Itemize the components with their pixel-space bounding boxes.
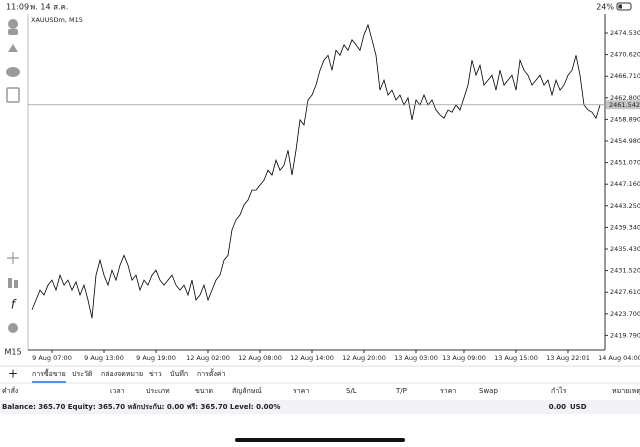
- x-tick-label: 12 Aug 20:00: [342, 354, 386, 362]
- column-header: ราคา: [440, 387, 456, 395]
- terminal-tab[interactable]: การตั้งค่า: [197, 367, 226, 378]
- terminal-tab[interactable]: การซื้อขาย: [32, 367, 66, 378]
- column-header: คำสั่ง: [2, 386, 18, 395]
- y-tick-label: 2470.620: [610, 51, 640, 59]
- trade-icon[interactable]: [8, 44, 18, 52]
- chart-type-icon[interactable]: [8, 278, 12, 288]
- price-line: [31, 23, 601, 319]
- x-tick-label: 9 Aug 13:00: [84, 354, 124, 362]
- current-price-box: [606, 100, 640, 110]
- x-tick-label: 13 Aug 15:00: [494, 354, 538, 362]
- column-header: เวลา: [110, 387, 125, 395]
- x-tick-label: 12 Aug 02:00: [186, 354, 230, 362]
- chart-type-icon-2: [14, 280, 18, 288]
- y-tick-label: 2474.530: [610, 29, 640, 37]
- left-toolbar: f: [6, 19, 20, 333]
- balance: Balance: 365.70 Equity: 365.70 หลักประกั…: [2, 403, 280, 411]
- y-tick-label: 2462.800: [610, 94, 640, 102]
- y-tick-label: 2458.890: [610, 115, 640, 123]
- x-tick-label: 9 Aug 07:00: [32, 354, 72, 362]
- battery-icon: [616, 2, 632, 11]
- indicator-icon[interactable]: f: [11, 298, 17, 312]
- column-header: สัญลักษณ์: [232, 387, 262, 395]
- terminal-tab[interactable]: ข่าว: [149, 370, 162, 378]
- currency: USD: [570, 403, 587, 411]
- crosshair-icon[interactable]: [7, 252, 19, 264]
- account-icon[interactable]: [8, 19, 18, 29]
- column-header: ประเภท: [146, 387, 170, 395]
- y-tick-label: 2447.160: [610, 180, 640, 188]
- terminal-tab[interactable]: ประวัติ: [72, 370, 93, 378]
- current-price-label: 2461.542: [609, 101, 640, 109]
- y-tick-label: 2431.520: [610, 267, 640, 275]
- chat-icon[interactable]: [6, 67, 20, 77]
- column-header: Swap: [479, 387, 498, 395]
- x-tick-label: 12 Aug 08:00: [238, 354, 282, 362]
- status-battery: 24%: [596, 3, 614, 12]
- status-date: พ. 14 ส.ค.: [30, 3, 68, 12]
- add-button[interactable]: +: [8, 367, 18, 381]
- x-tick-label: 13 Aug 09:00: [442, 354, 486, 362]
- battery-level: [618, 4, 622, 9]
- y-tick-label: 2443.250: [610, 202, 640, 210]
- y-tick-label: 2451.070: [610, 159, 640, 167]
- timeframe[interactable]: M15: [4, 348, 21, 357]
- account-icon-body: [8, 29, 18, 35]
- y-tick-label: 2439.340: [610, 223, 640, 231]
- column-header: ขนาด: [195, 387, 213, 395]
- x-tick-label: 14 Aug 04:00: [598, 354, 640, 362]
- y-tick-label: 2419.790: [610, 331, 640, 339]
- y-tick-label: 2427.610: [610, 288, 640, 296]
- chart-title: XAUUSDm, M15: [31, 16, 83, 24]
- column-header: กำไร: [551, 386, 567, 395]
- y-tick-label: 2466.710: [610, 72, 640, 80]
- column-header: ราคา: [293, 387, 309, 395]
- terminal-tab[interactable]: กล่องจดหมาย: [101, 370, 143, 378]
- y-tick-label: 2435.430: [610, 245, 640, 253]
- y-tick-label: 2423.700: [610, 310, 640, 318]
- column-header: T/P: [395, 387, 407, 395]
- new-order-icon[interactable]: [6, 87, 20, 103]
- x-tick-label: 9 Aug 19:00: [136, 354, 176, 362]
- x-tick-label: 13 Aug 22:01: [546, 354, 590, 362]
- y-tick-label: 2454.980: [610, 137, 640, 145]
- x-tick-label: 13 Aug 03:00: [394, 354, 438, 362]
- terminal-tab[interactable]: บันทึก: [170, 369, 188, 378]
- objects-icon[interactable]: [8, 323, 18, 333]
- balance-row-bg: [0, 400, 640, 414]
- home-indicator: [235, 438, 405, 442]
- column-header: S/L: [346, 387, 357, 395]
- column-header: หมายเหตุ: [612, 387, 640, 395]
- total: 0.00: [549, 403, 566, 411]
- status-time: 11:09: [6, 3, 29, 12]
- x-tick-label: 12 Aug 14:00: [290, 354, 334, 362]
